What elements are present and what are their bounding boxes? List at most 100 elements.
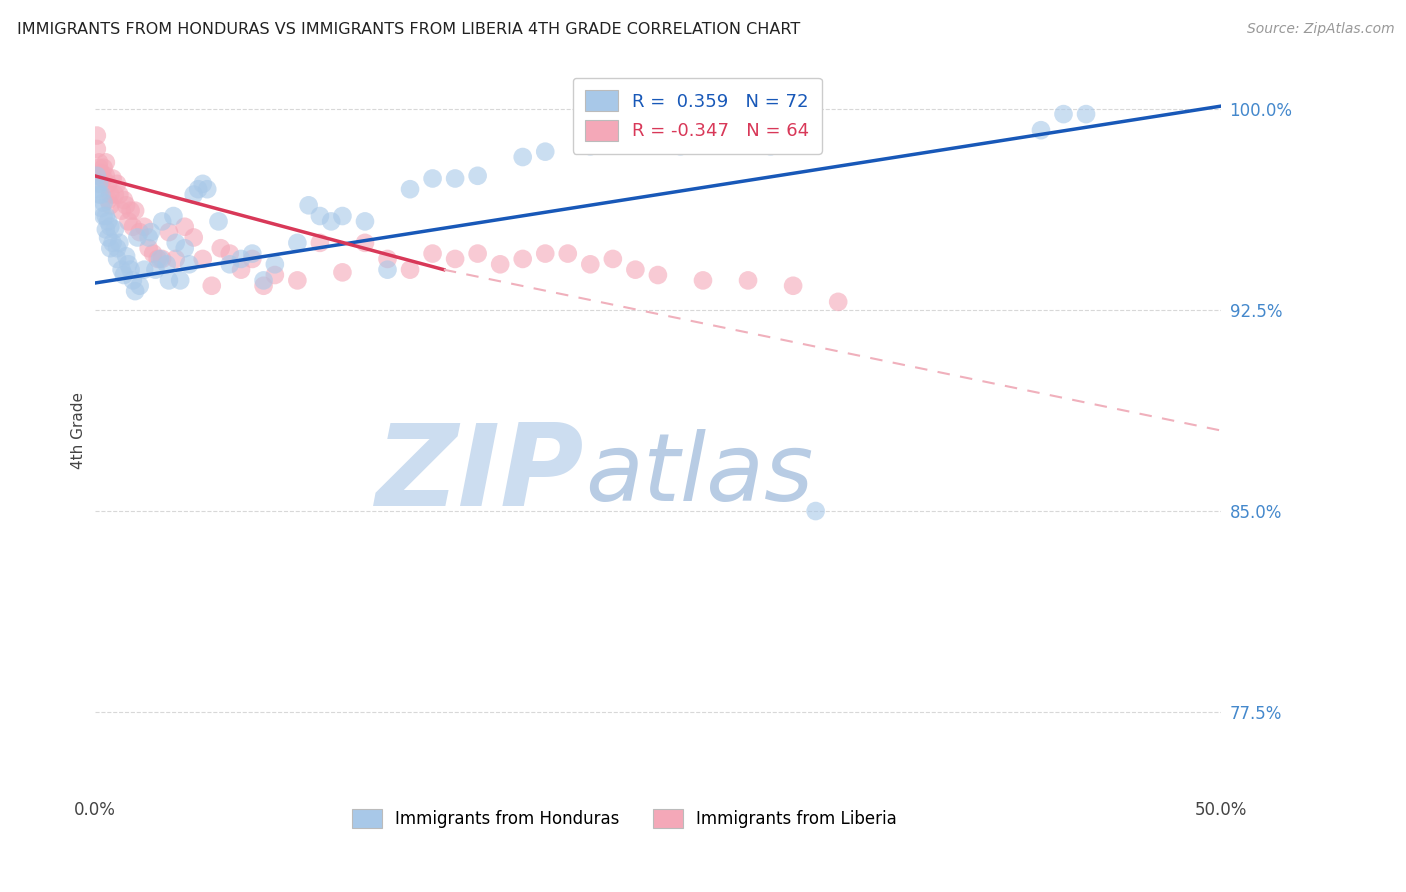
Point [97, 214, 120, 228]
Point [93, 171, 115, 186]
Point [115, 198, 138, 212]
Point [93, 209, 115, 223]
Point [187, 182, 209, 196]
Point [467, 246, 489, 260]
Point [195, 182, 218, 196]
Point [134, 219, 156, 234]
Point [90, 166, 112, 180]
Point [399, 262, 422, 277]
Point [444, 171, 467, 186]
Point [624, 262, 647, 277]
Point [252, 273, 274, 287]
Point [124, 203, 146, 218]
Point [534, 246, 557, 260]
Point [759, 139, 782, 153]
Point [165, 235, 187, 250]
Point [669, 139, 692, 153]
Point [191, 252, 214, 266]
Point [157, 273, 180, 287]
Point [120, 203, 142, 218]
Point [86, 182, 108, 196]
Point [579, 257, 602, 271]
Point [101, 235, 124, 250]
Point [138, 230, 160, 244]
Point [240, 246, 263, 260]
Point [104, 187, 127, 202]
Point [156, 257, 179, 271]
Point [128, 278, 150, 293]
Point [191, 177, 214, 191]
Point [105, 252, 128, 266]
Point [263, 257, 285, 271]
Point [218, 257, 240, 271]
Point [309, 209, 332, 223]
Point [229, 262, 252, 277]
Point [86, 169, 108, 183]
Point [115, 249, 138, 263]
Point [101, 171, 124, 186]
Point [98, 198, 121, 212]
Y-axis label: 4th Grade: 4th Grade [72, 392, 86, 469]
Point [145, 262, 167, 277]
Point [97, 177, 120, 191]
Point [512, 150, 534, 164]
Point [150, 252, 173, 266]
Point [90, 177, 112, 191]
Point [183, 187, 205, 202]
Point [173, 241, 195, 255]
Point [112, 193, 135, 207]
Point [173, 219, 195, 234]
Point [117, 257, 139, 271]
Point [93, 195, 115, 210]
Point [332, 209, 354, 223]
Text: ZIP: ZIP [377, 418, 585, 530]
Point [512, 252, 534, 266]
Point [399, 182, 422, 196]
Point [139, 225, 162, 239]
Point [332, 265, 354, 279]
Point [108, 187, 131, 202]
Point [122, 273, 145, 287]
Point [422, 171, 444, 186]
Point [179, 257, 201, 271]
Point [157, 225, 180, 239]
Point [97, 193, 120, 207]
Point [90, 187, 112, 202]
Point [692, 273, 714, 287]
Point [207, 214, 229, 228]
Point [134, 262, 156, 277]
Point [138, 241, 160, 255]
Point [1052, 107, 1074, 121]
Point [309, 235, 332, 250]
Point [201, 278, 224, 293]
Point [534, 145, 557, 159]
Point [87, 155, 110, 169]
Point [93, 161, 115, 175]
Point [252, 278, 274, 293]
Point [87, 161, 110, 175]
Point [108, 235, 131, 250]
Point [579, 139, 602, 153]
Point [557, 246, 579, 260]
Point [804, 504, 827, 518]
Point [602, 252, 624, 266]
Point [122, 219, 145, 234]
Point [110, 203, 132, 218]
Text: atlas: atlas [585, 428, 813, 519]
Point [782, 278, 804, 293]
Point [146, 252, 169, 266]
Point [229, 252, 252, 266]
Point [422, 246, 444, 260]
Point [298, 198, 321, 212]
Point [98, 219, 121, 234]
Point [105, 177, 128, 191]
Point [128, 225, 150, 239]
Point [97, 230, 120, 244]
Point [647, 268, 669, 282]
Point [287, 235, 309, 250]
Point [94, 169, 117, 183]
Point [150, 214, 173, 228]
Point [287, 273, 309, 287]
Point [94, 222, 117, 236]
Point [127, 230, 149, 244]
